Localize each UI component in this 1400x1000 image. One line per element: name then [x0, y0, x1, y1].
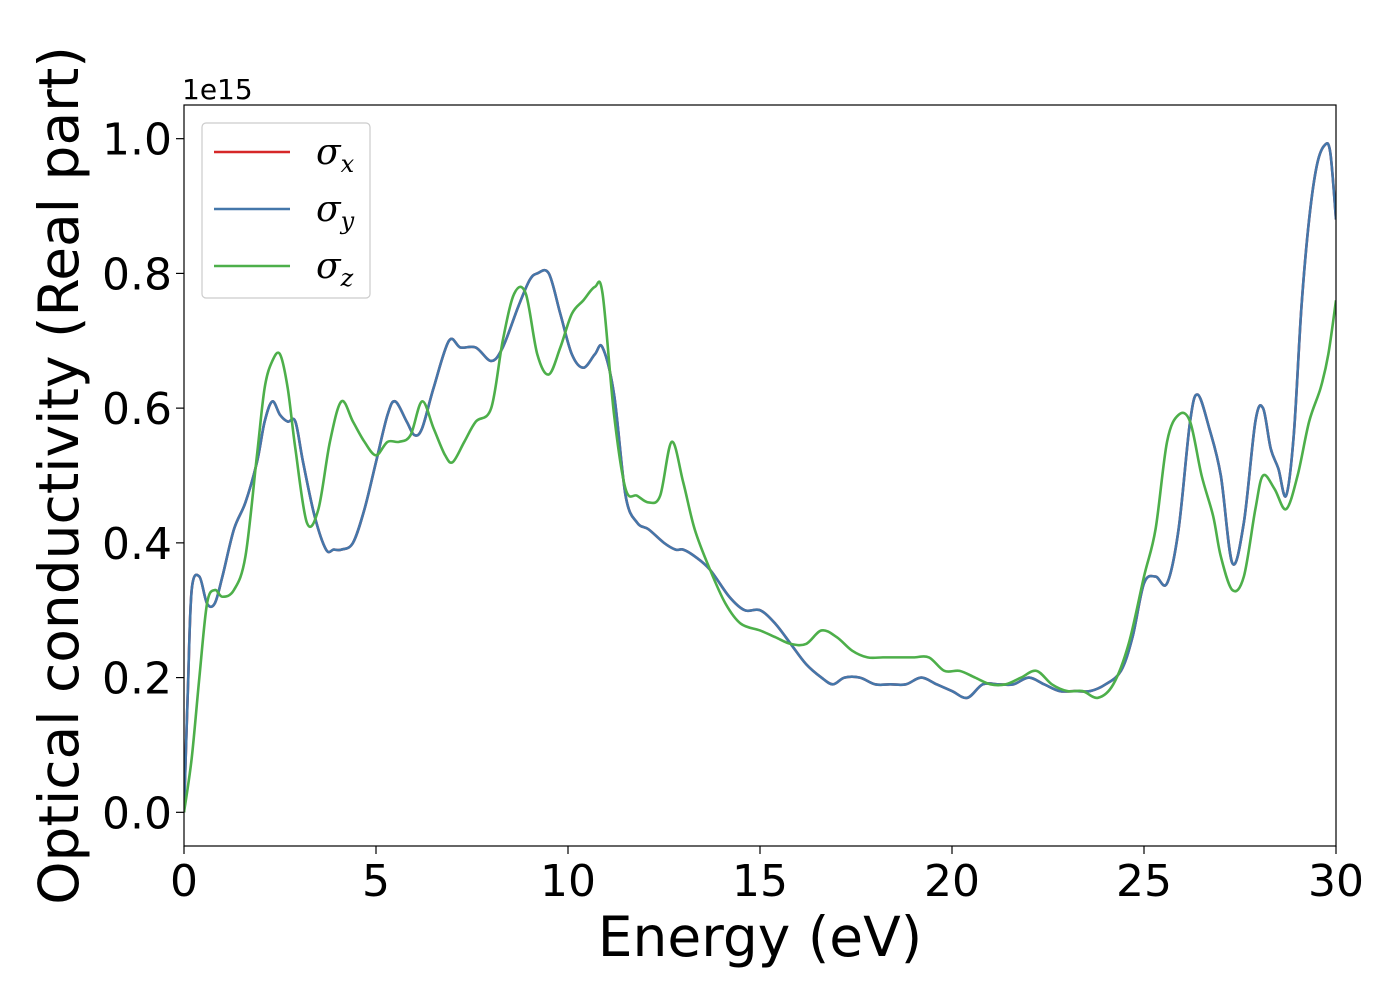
series-layer	[184, 142, 1336, 813]
y-axis-label: Optical conductivity (Real part)	[27, 46, 91, 905]
series-line-z	[184, 280, 1336, 813]
x-tick-label: 25	[1116, 856, 1172, 907]
y-tick-label: 1.0	[102, 115, 172, 166]
x-axis-label: Energy (eV)	[598, 905, 922, 969]
y-axis-ticks: 0.0 0.2 0.4 0.6 0.8 1.0	[102, 115, 184, 839]
y-tick-label: 0.4	[102, 519, 172, 570]
series-line-y	[184, 142, 1336, 813]
y-tick-label: 0.0	[102, 788, 172, 839]
legend-label-z: σz	[316, 246, 354, 292]
legend-label-y: σy	[316, 189, 355, 235]
x-tick-label: 0	[170, 856, 198, 907]
x-tick-label: 5	[362, 856, 390, 907]
x-tick-label: 10	[540, 856, 596, 907]
x-tick-label: 20	[924, 856, 980, 907]
x-tick-label: 15	[732, 856, 788, 907]
y-offset-text: 1e15	[182, 73, 253, 106]
legend-label-x: σx	[316, 132, 355, 178]
x-axis-ticks: 0 5 10 15 20 25 30	[170, 846, 1364, 907]
legend: σx σy σz	[201, 122, 371, 299]
y-tick-label: 0.6	[102, 384, 172, 435]
y-tick-label: 0.2	[102, 654, 172, 705]
y-tick-label: 0.8	[102, 249, 172, 300]
x-tick-label: 30	[1308, 856, 1364, 907]
legend-box	[201, 122, 371, 299]
